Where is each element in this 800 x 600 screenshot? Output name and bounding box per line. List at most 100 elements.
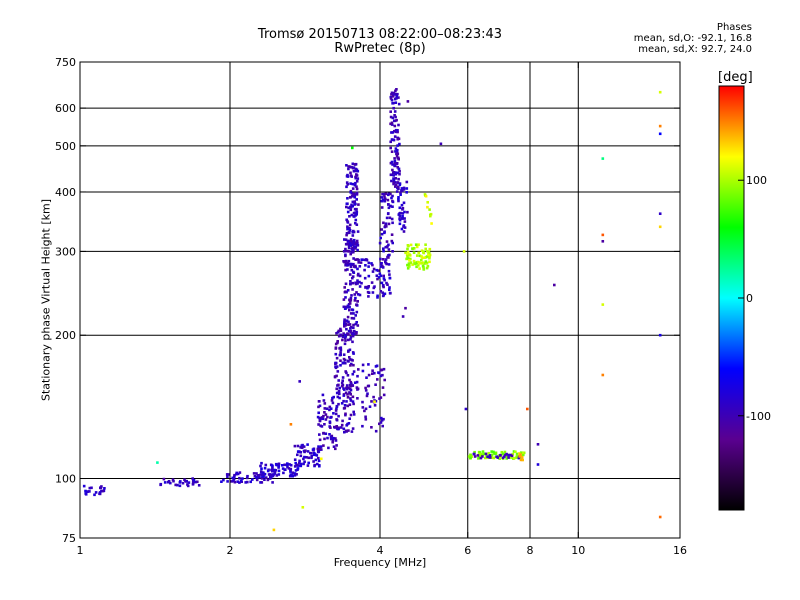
data-point	[382, 249, 385, 253]
data-point	[351, 187, 355, 190]
data-point	[378, 397, 381, 400]
x-tick-label: 2	[227, 544, 234, 557]
data-point	[370, 262, 373, 265]
data-point	[340, 384, 344, 388]
data-point	[343, 333, 347, 337]
data-point	[352, 166, 356, 169]
data-point	[395, 118, 398, 122]
data-point	[411, 263, 414, 266]
data-point	[501, 452, 505, 456]
data-point	[355, 191, 359, 195]
data-point	[342, 298, 346, 301]
data-point	[317, 405, 320, 409]
data-point	[232, 477, 236, 481]
data-point	[356, 293, 360, 296]
y-tick-label: 500	[55, 140, 76, 153]
data-point	[346, 197, 349, 200]
data-point	[332, 436, 335, 440]
data-point	[374, 429, 378, 433]
data-point	[492, 456, 496, 460]
data-point	[416, 254, 419, 257]
data-point	[406, 250, 410, 254]
data-point	[317, 459, 321, 463]
data-point	[398, 206, 402, 210]
data-point	[401, 208, 404, 211]
data-point	[658, 132, 662, 136]
data-point	[354, 258, 357, 261]
data-point	[293, 472, 297, 475]
data-point	[418, 254, 422, 258]
data-point	[394, 101, 398, 104]
data-point	[354, 221, 357, 225]
data-point	[353, 183, 357, 187]
data-point	[187, 481, 191, 484]
data-point	[406, 100, 410, 103]
data-point	[510, 454, 514, 458]
data-point	[366, 290, 370, 294]
data-point	[398, 222, 402, 226]
data-point	[389, 97, 393, 100]
data-point	[352, 363, 355, 367]
data-point	[266, 469, 270, 473]
data-point	[318, 438, 322, 442]
data-point	[343, 322, 346, 326]
data-point	[347, 259, 351, 263]
data-point	[345, 387, 349, 391]
data-point	[349, 329, 352, 333]
data-point	[350, 362, 353, 366]
data-point	[387, 263, 391, 266]
data-point	[191, 483, 195, 486]
data-point	[394, 185, 397, 188]
data-point	[375, 268, 378, 272]
data-point	[288, 463, 291, 466]
data-point	[376, 378, 379, 381]
data-point	[424, 260, 428, 263]
data-point	[351, 400, 355, 403]
data-point	[396, 149, 399, 152]
data-point	[401, 217, 404, 220]
data-point	[355, 223, 359, 226]
data-point	[390, 233, 394, 236]
data-point	[346, 393, 349, 396]
data-point	[396, 92, 399, 96]
data-point	[275, 474, 279, 477]
data-point	[407, 262, 411, 265]
data-point	[346, 183, 349, 186]
data-point	[385, 216, 389, 220]
x-axis-label: Frequency [MHz]	[333, 556, 427, 569]
data-point	[295, 463, 299, 467]
data-point	[293, 474, 297, 477]
data-point	[334, 412, 338, 416]
data-point	[376, 277, 379, 281]
data-point	[271, 481, 274, 484]
data-point	[347, 206, 350, 210]
data-point	[398, 170, 401, 173]
data-point	[267, 473, 271, 476]
data-point	[299, 451, 302, 454]
data-point	[99, 486, 103, 490]
data-point	[338, 392, 341, 396]
data-point	[348, 215, 351, 218]
data-point	[331, 401, 335, 405]
data-point	[346, 304, 350, 308]
data-point	[418, 267, 421, 270]
data-point	[346, 210, 350, 214]
data-point	[348, 246, 351, 249]
data-point	[349, 191, 352, 194]
data-point	[384, 222, 388, 225]
data-point	[346, 359, 350, 363]
data-point	[375, 364, 379, 368]
data-point	[393, 161, 397, 165]
data-point	[82, 484, 86, 488]
data-point	[312, 453, 316, 457]
data-point	[509, 456, 513, 459]
data-point	[330, 399, 334, 402]
data-point	[312, 460, 315, 463]
data-point	[363, 276, 367, 280]
data-point	[344, 262, 348, 265]
data-point	[347, 349, 350, 353]
data-point	[388, 216, 392, 220]
data-point	[352, 169, 356, 173]
data-point	[349, 238, 353, 241]
data-point	[335, 356, 339, 360]
